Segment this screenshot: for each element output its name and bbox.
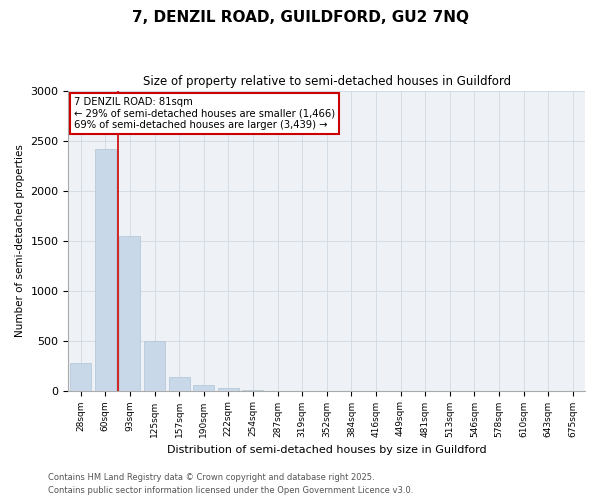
Bar — [218, 388, 239, 390]
Bar — [70, 362, 91, 390]
Bar — [193, 384, 214, 390]
Bar — [95, 148, 116, 390]
Title: Size of property relative to semi-detached houses in Guildford: Size of property relative to semi-detach… — [143, 75, 511, 88]
X-axis label: Distribution of semi-detached houses by size in Guildford: Distribution of semi-detached houses by … — [167, 445, 487, 455]
Y-axis label: Number of semi-detached properties: Number of semi-detached properties — [15, 144, 25, 337]
Text: 7, DENZIL ROAD, GUILDFORD, GU2 7NQ: 7, DENZIL ROAD, GUILDFORD, GU2 7NQ — [131, 10, 469, 25]
Bar — [144, 340, 165, 390]
Text: Contains HM Land Registry data © Crown copyright and database right 2025.
Contai: Contains HM Land Registry data © Crown c… — [48, 474, 413, 495]
Bar — [169, 376, 190, 390]
Bar — [119, 236, 140, 390]
Text: 7 DENZIL ROAD: 81sqm
← 29% of semi-detached houses are smaller (1,466)
69% of se: 7 DENZIL ROAD: 81sqm ← 29% of semi-detac… — [74, 96, 335, 130]
